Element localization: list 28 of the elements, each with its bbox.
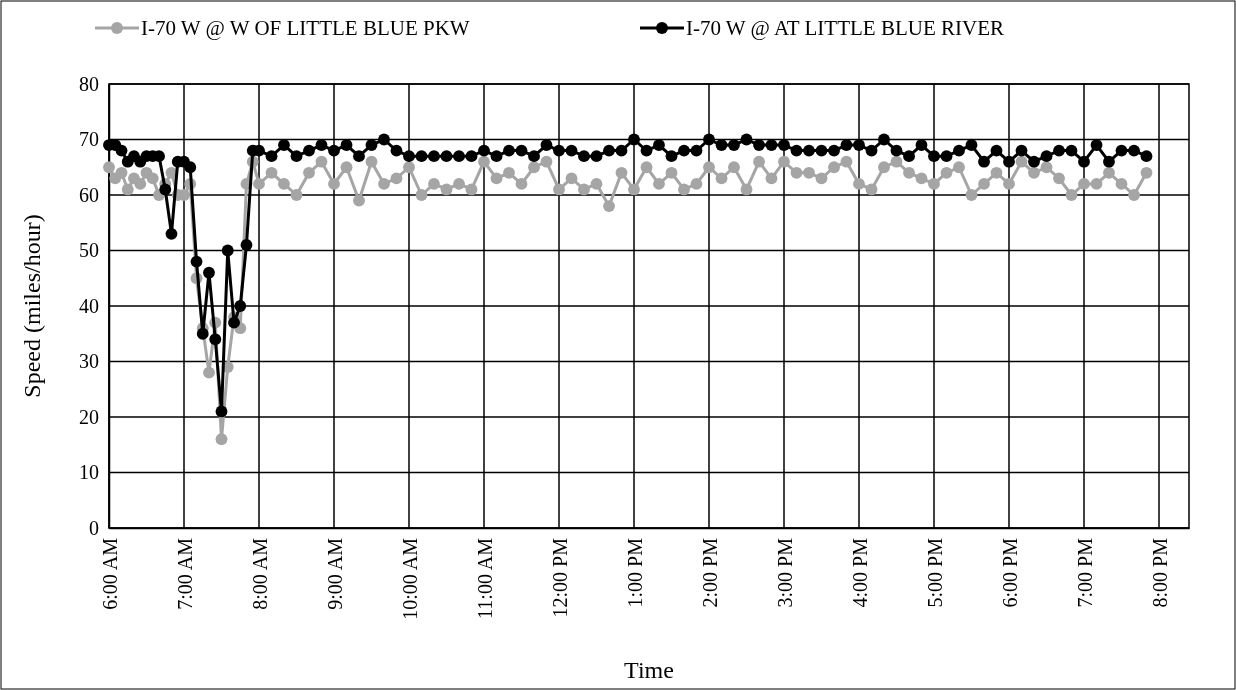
y-axis-title: Speed (miles/hour) — [19, 214, 45, 398]
y-tick-label: 50 — [79, 239, 99, 262]
x-tick-label: 6:00 AM — [98, 537, 121, 610]
x-axis-title: Time — [624, 657, 674, 683]
x-tick-label: 9:00 AM — [323, 537, 346, 610]
y-tick-label: 40 — [79, 294, 99, 317]
x-tick-label: 8:00 PM — [1148, 537, 1171, 608]
x-tick-label: 1:00 PM — [623, 537, 646, 608]
y-tick-label: 80 — [79, 72, 99, 95]
x-tick-label: 10:00 AM — [398, 537, 421, 620]
legend-label: I-70 W @ AT LITTLE BLUE RIVER — [686, 16, 1004, 41]
y-tick-label: 20 — [79, 405, 99, 428]
x-tick-label: 8:00 AM — [248, 537, 271, 610]
x-tick-label: 11:00 AM — [473, 537, 496, 619]
x-tick-label: 7:00 PM — [1073, 537, 1096, 608]
x-tick-label: 2:00 PM — [698, 537, 721, 608]
y-tick-label: 30 — [79, 350, 99, 373]
x-tick-label: 4:00 PM — [848, 537, 871, 608]
x-tick-label: 12:00 PM — [548, 537, 571, 618]
y-tick-label: 60 — [79, 183, 99, 206]
x-tick-label: 6:00 PM — [998, 537, 1021, 608]
x-tick-label: 3:00 PM — [773, 537, 796, 608]
y-tick-label: 10 — [79, 461, 99, 484]
x-tick-label: 7:00 AM — [173, 537, 196, 610]
y-tick-label: 0 — [89, 516, 99, 539]
x-tick-label: 5:00 PM — [923, 537, 946, 608]
legend-label: I-70 W @ W OF LITTLE BLUE PKW — [141, 16, 470, 41]
y-tick-label: 70 — [79, 128, 99, 151]
